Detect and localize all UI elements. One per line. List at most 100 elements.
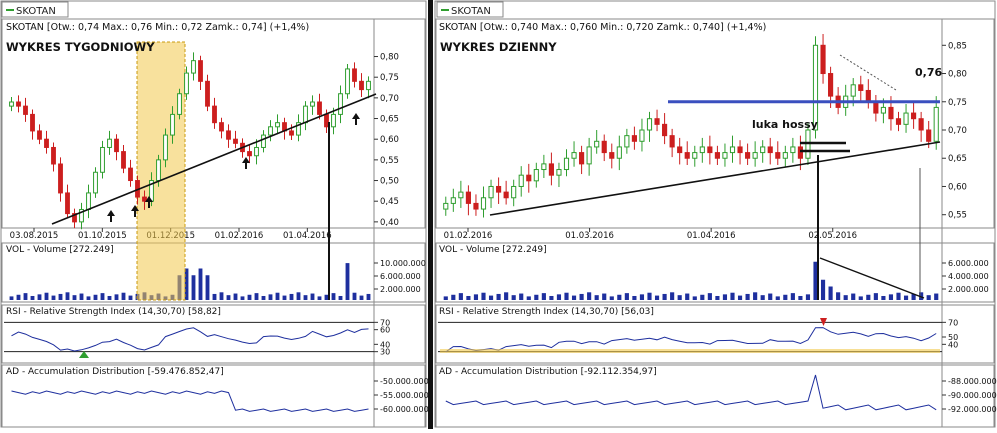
right-volume-bar xyxy=(564,292,569,300)
right-volume-bar xyxy=(730,292,735,300)
left-candle-body xyxy=(191,60,196,74)
right-volume-bar xyxy=(934,293,939,300)
left-volume-label: VOL - Volume [272.249] xyxy=(6,245,114,255)
right-ad-panel xyxy=(435,364,995,428)
left-rsi-tick-label: 40 xyxy=(380,340,390,349)
right-ad-line xyxy=(445,374,937,411)
right-volume-bar xyxy=(790,293,795,300)
right-candle-body xyxy=(594,140,600,148)
right-candle-body xyxy=(458,191,464,199)
right-date-tick-label: 01.04.2016 xyxy=(687,231,736,241)
up-arrow-icon xyxy=(352,113,360,125)
left-volume-bar xyxy=(128,295,133,300)
right-candle-body xyxy=(639,129,645,142)
left-price-tick-label: 0,60 xyxy=(380,135,399,145)
right-volume-label: VOL - Volume [272.249] xyxy=(439,245,547,255)
left-candle-body xyxy=(289,130,294,136)
right-symbol-tab[interactable]: SKOTAN xyxy=(436,1,504,18)
price-annotation: 0,76 xyxy=(915,66,942,79)
left-volume-bar xyxy=(37,294,42,300)
right-candle-body xyxy=(812,44,819,131)
right-candle-body xyxy=(699,146,705,154)
right-price-tick-label: 0,80 xyxy=(948,70,967,80)
left-volume-bar xyxy=(44,292,49,300)
left-candle-body xyxy=(338,93,343,115)
left-candle-body xyxy=(16,101,21,107)
right-candle-body xyxy=(918,118,924,131)
right-volume-bar xyxy=(805,294,811,300)
right-volume-bar xyxy=(594,295,599,300)
left-symbol-tab[interactable]: SKOTAN xyxy=(1,1,69,18)
up-arrow-icon xyxy=(145,196,153,208)
right-volume-bar xyxy=(481,292,486,300)
right-candle-body xyxy=(895,118,902,125)
left-volume-bar xyxy=(233,293,238,300)
right-candle-body xyxy=(465,191,471,204)
right-price-header: SKOTAN [Otw.: 0,740 Max.: 0,760 Min.: 0,… xyxy=(439,22,766,33)
right-volume-bar xyxy=(881,295,886,300)
left-volume-bar xyxy=(121,292,126,300)
right-candle-body xyxy=(548,163,554,176)
left-date-tick-label: 01.10.2015 xyxy=(78,231,127,241)
left-candle-body xyxy=(275,122,280,128)
left-candle-body xyxy=(100,146,105,173)
right-volume-panel xyxy=(435,242,995,303)
right-rsi-tick-label: 70 xyxy=(948,318,958,327)
left-volume-bar xyxy=(100,293,105,300)
right-ad-tick-label: -90.000.000 xyxy=(948,391,997,400)
right-date-tick-label: 02.05.2016 xyxy=(808,231,857,241)
left-candle-body xyxy=(86,192,91,210)
right-volume-bar xyxy=(745,293,750,300)
right-volume-bar xyxy=(624,293,629,300)
left-volume-bar xyxy=(247,294,252,300)
left-date-tick-label: 03.08.2015 xyxy=(10,231,59,241)
right-volume-bar xyxy=(549,295,554,300)
right-volume-bar xyxy=(783,294,788,300)
right-volume-bar xyxy=(685,293,690,300)
right-volume-bar xyxy=(768,293,773,300)
right-volume-bar xyxy=(911,293,916,300)
left-price-tick-label: 0,70 xyxy=(380,94,399,104)
left-rsi-label: RSI - Relative Strength Index (14,30,70)… xyxy=(6,307,221,317)
left-rsi-line xyxy=(11,327,369,352)
rsi-buy-signal-icon xyxy=(79,351,89,358)
right-volume-bar xyxy=(443,296,448,300)
right-price-tick-label: 0,65 xyxy=(948,154,967,164)
left-candle-body xyxy=(93,171,98,194)
left-candle-body xyxy=(352,68,357,82)
right-candle-body xyxy=(601,140,607,154)
right-volume-bar xyxy=(692,296,697,300)
left-volume-bar xyxy=(282,295,287,300)
window-separator xyxy=(428,0,433,429)
downtrend-line xyxy=(839,54,897,91)
right-rsi-tick-label: 40 xyxy=(948,340,958,349)
right-rsi-line xyxy=(445,327,937,353)
right-candle-body xyxy=(850,84,856,97)
right-candle-body xyxy=(563,157,570,171)
left-volume-bar xyxy=(366,293,371,300)
left-volume-bar xyxy=(58,293,63,300)
left-candle-body xyxy=(177,93,182,115)
right-candle-body xyxy=(752,152,758,159)
left-candle-body xyxy=(366,80,371,91)
up-arrow-icon xyxy=(242,157,250,169)
right-volume-bar xyxy=(873,293,878,300)
gap-annotation: luka hossy xyxy=(752,118,818,131)
right-candle-body xyxy=(556,169,562,176)
left-candle-body xyxy=(23,105,28,115)
left-candle-body xyxy=(58,163,63,194)
left-volume-bar xyxy=(114,294,119,300)
right-volume-bar xyxy=(571,295,577,300)
left-ad-tick-label: -60.000.000 xyxy=(380,405,429,414)
right-volume-bar xyxy=(926,295,931,300)
left-rsi-panel xyxy=(1,304,426,364)
left-candle-body xyxy=(198,60,203,82)
right-price-tick-label: 0,75 xyxy=(948,98,967,108)
right-volume-bar xyxy=(579,293,584,300)
left-ad-panel xyxy=(1,364,426,428)
right-volume-bar xyxy=(798,295,803,300)
right-candle-body xyxy=(616,146,622,159)
left-ad-line xyxy=(11,390,369,412)
right-candle-body xyxy=(669,135,675,148)
